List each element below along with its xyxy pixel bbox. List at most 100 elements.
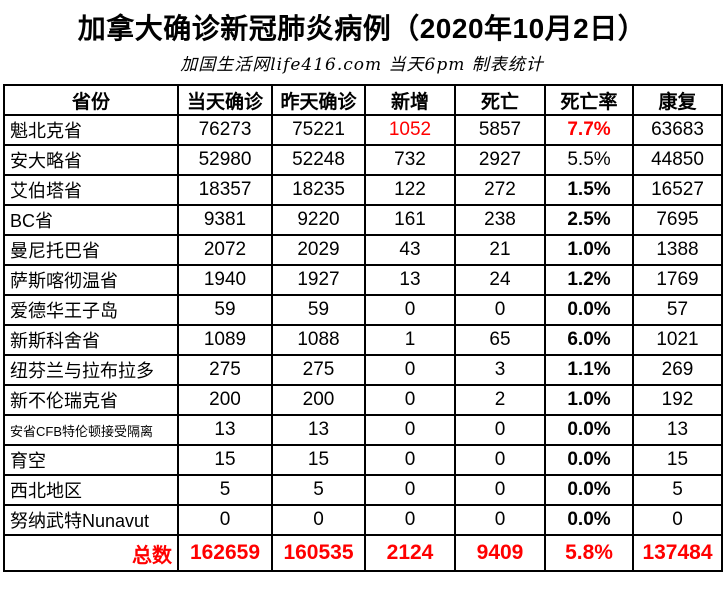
column-header: 新增 xyxy=(364,84,456,116)
table-row: 努纳武特Nunavut 0 0 0 0 0.0% 0 xyxy=(3,504,723,536)
value-cell: 63683 xyxy=(632,114,723,146)
value-cell: 1388 xyxy=(632,234,723,266)
value-cell: 269 xyxy=(632,354,723,386)
value-cell: 1940 xyxy=(177,264,273,296)
value-cell: 9220 xyxy=(271,204,366,236)
table-body: 魁北克省 76273 75221 1052 5857 7.7% 63683 安大略省 52980… xyxy=(3,114,723,572)
table-row: 爱德华王子岛 59 59 0 0 0.0% 57 xyxy=(3,294,723,326)
covid-stats-table: 省份 当天确诊 昨天确诊 新增 死亡 死亡率 康复 魁北克省 76273 75221 1052 58… xyxy=(3,84,723,572)
province-cell: 新斯科舍省 xyxy=(3,324,179,356)
table-row: 艾伯塔省 18357 18235 122 272 1.5% 16527 xyxy=(3,174,723,206)
value-cell: 1.1% xyxy=(544,354,634,386)
value-cell: 1088 xyxy=(271,324,366,356)
value-cell: 238 xyxy=(454,204,546,236)
value-cell: 44850 xyxy=(632,144,723,176)
value-cell: 0 xyxy=(271,504,366,536)
value-cell: 1769 xyxy=(632,264,723,296)
table-row: 萨斯喀彻温省 1940 1927 13 24 1.2% 1769 xyxy=(3,264,723,296)
value-cell: 1.2% xyxy=(544,264,634,296)
value-cell: 43 xyxy=(364,234,456,266)
value-cell: 3 xyxy=(454,354,546,386)
province-cell: 西北地区 xyxy=(3,474,179,506)
value-cell: 52248 xyxy=(271,144,366,176)
column-header: 省份 xyxy=(3,84,179,116)
totals-value: 137484 xyxy=(632,534,723,572)
value-cell: 0 xyxy=(364,504,456,536)
value-cell: 13 xyxy=(271,414,366,446)
value-cell: 0 xyxy=(364,444,456,476)
value-cell: 59 xyxy=(271,294,366,326)
value-cell: 0 xyxy=(454,414,546,446)
value-cell: 161 xyxy=(364,204,456,236)
value-cell: 0.0% xyxy=(544,504,634,536)
value-cell: 1.0% xyxy=(544,234,634,266)
value-cell: 0.0% xyxy=(544,474,634,506)
totals-value: 160535 xyxy=(271,534,366,572)
column-header: 当天确诊 xyxy=(177,84,273,116)
province-cell: 安省CFB特伦顿接受隔离 xyxy=(3,414,179,446)
column-header: 昨天确诊 xyxy=(271,84,366,116)
value-cell: 15 xyxy=(632,444,723,476)
table-row: 安省CFB特伦顿接受隔离 13 13 0 0 0.0% 13 xyxy=(3,414,723,446)
value-cell: 1052 xyxy=(364,114,456,146)
value-cell: 18357 xyxy=(177,174,273,206)
value-cell: 200 xyxy=(177,384,273,416)
value-cell: 192 xyxy=(632,384,723,416)
value-cell: 9381 xyxy=(177,204,273,236)
value-cell: 5 xyxy=(271,474,366,506)
column-header: 康复 xyxy=(632,84,723,116)
table-row: 魁北克省 76273 75221 1052 5857 7.7% 63683 xyxy=(3,114,723,146)
totals-value: 5.8% xyxy=(544,534,634,572)
table-row: 曼尼托巴省 2072 2029 43 21 1.0% 1388 xyxy=(3,234,723,266)
value-cell: 52980 xyxy=(177,144,273,176)
value-cell: 0 xyxy=(632,504,723,536)
value-cell: 5 xyxy=(177,474,273,506)
table-row: BC省 9381 9220 161 238 2.5% 7695 xyxy=(3,204,723,236)
province-cell: 艾伯塔省 xyxy=(3,174,179,206)
province-cell: BC省 xyxy=(3,204,179,236)
value-cell: 2 xyxy=(454,384,546,416)
value-cell: 2072 xyxy=(177,234,273,266)
table-row: 新斯科舍省 1089 1088 1 65 6.0% 1021 xyxy=(3,324,723,356)
province-cell: 魁北克省 xyxy=(3,114,179,146)
value-cell: 59 xyxy=(177,294,273,326)
province-cell: 爱德华王子岛 xyxy=(3,294,179,326)
value-cell: 1927 xyxy=(271,264,366,296)
value-cell: 272 xyxy=(454,174,546,206)
value-cell: 2927 xyxy=(454,144,546,176)
table-row: 新不伦瑞克省 200 200 0 2 1.0% 192 xyxy=(3,384,723,416)
value-cell: 5.5% xyxy=(544,144,634,176)
province-cell: 安大略省 xyxy=(3,144,179,176)
province-cell: 萨斯喀彻温省 xyxy=(3,264,179,296)
value-cell: 65 xyxy=(454,324,546,356)
value-cell: 0 xyxy=(364,384,456,416)
province-cell: 新不伦瑞克省 xyxy=(3,384,179,416)
value-cell: 6.0% xyxy=(544,324,634,356)
value-cell: 275 xyxy=(177,354,273,386)
province-cell: 曼尼托巴省 xyxy=(3,234,179,266)
value-cell: 0.0% xyxy=(544,294,634,326)
value-cell: 15 xyxy=(177,444,273,476)
value-cell: 15 xyxy=(271,444,366,476)
value-cell: 13 xyxy=(177,414,273,446)
value-cell: 18235 xyxy=(271,174,366,206)
province-cell: 育空 xyxy=(3,444,179,476)
totals-value: 9409 xyxy=(454,534,546,572)
value-cell: 13 xyxy=(364,264,456,296)
value-cell: 5857 xyxy=(454,114,546,146)
page: 加拿大确诊新冠肺炎病例（2020年10月2日） 加国生活网life416.com… xyxy=(0,7,724,572)
value-cell: 0 xyxy=(454,294,546,326)
value-cell: 0.0% xyxy=(544,444,634,476)
page-subtitle: 加国生活网life416.com 当天6pm 制表统计 xyxy=(180,55,544,75)
value-cell: 7695 xyxy=(632,204,723,236)
value-cell: 13 xyxy=(632,414,723,446)
value-cell: 1 xyxy=(364,324,456,356)
value-cell: 1.5% xyxy=(544,174,634,206)
province-cell: 努纳武特Nunavut xyxy=(3,504,179,536)
table-row: 纽芬兰与拉布拉多 275 275 0 3 1.1% 269 xyxy=(3,354,723,386)
column-header: 死亡率 xyxy=(544,84,634,116)
table-row: 西北地区 5 5 0 0 0.0% 5 xyxy=(3,474,723,506)
value-cell: 57 xyxy=(632,294,723,326)
totals-row: 总数 162659 160535 2124 9409 5.8% 137484 xyxy=(3,534,723,572)
value-cell: 1021 xyxy=(632,324,723,356)
